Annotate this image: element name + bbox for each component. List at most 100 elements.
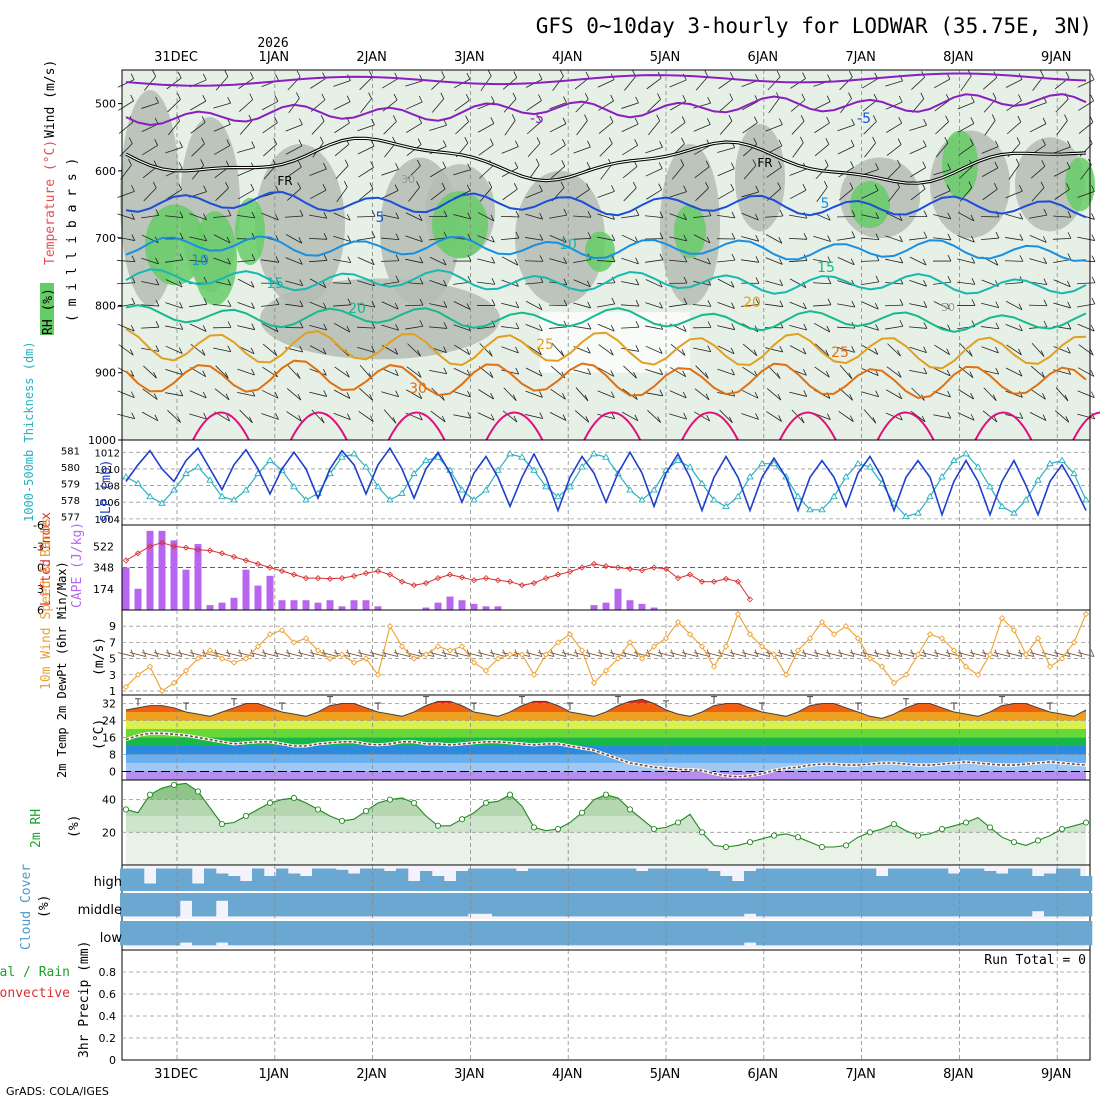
wind-barb — [527, 143, 541, 158]
wind-barb-flag — [849, 182, 854, 189]
precip-ylabel: 3hr Precip (mm) — [77, 941, 92, 1058]
wind10m-point — [638, 655, 646, 662]
wind-barb-flag — [826, 371, 830, 378]
wind-barb-flag — [875, 233, 880, 240]
wind-barb-flag — [1042, 236, 1047, 243]
wind10m-barb — [861, 652, 879, 657]
isotherm-label: -5 — [857, 111, 871, 127]
wind-barb — [479, 343, 493, 357]
wind-barb-flag — [178, 347, 183, 354]
wind-barb-flag — [682, 391, 687, 399]
cloud-block — [792, 868, 805, 891]
thickness-point — [974, 463, 982, 470]
wind-barb-flag — [464, 136, 469, 144]
wind-barb — [333, 412, 351, 421]
wind-barb-flag — [731, 323, 736, 330]
wind-barb — [311, 409, 325, 424]
cloud-block — [324, 921, 337, 946]
thickness-point — [338, 453, 346, 460]
rh-blob — [735, 123, 785, 232]
wind-barb — [213, 234, 231, 244]
wind-barb-flag — [947, 390, 951, 398]
wind-barb — [980, 237, 1000, 241]
thickness-point — [698, 479, 706, 486]
wind10m-point — [650, 643, 658, 650]
wind-barb — [959, 165, 973, 179]
wind-barb — [645, 215, 663, 218]
lifted-index-point — [494, 577, 502, 584]
wind-barb-flag — [755, 185, 760, 193]
wind-barb-flag — [873, 93, 878, 101]
wind-barb-flag — [298, 139, 303, 147]
wind-barb-flag — [371, 346, 376, 353]
cloud-block — [204, 868, 217, 891]
wind-barb — [886, 389, 902, 400]
wind-barb-flag — [440, 92, 445, 99]
wind10m-point — [686, 631, 694, 638]
wind-barb — [860, 260, 880, 262]
wind-barb — [863, 121, 877, 135]
cloud-block — [252, 893, 265, 917]
rh2m-point — [218, 821, 226, 828]
wind-barb — [812, 304, 832, 307]
top-day-label: 5JAN — [650, 50, 681, 65]
cloud-block — [720, 876, 733, 891]
wind-barb-flag — [969, 138, 974, 145]
thickness-point — [482, 486, 490, 493]
thickness-point — [374, 482, 382, 490]
wind-barb-flag — [1043, 208, 1048, 216]
thickness-point — [158, 499, 166, 506]
cloud-block — [312, 921, 325, 946]
cloud-block — [240, 921, 253, 946]
wind10m-point — [122, 683, 130, 691]
wind-barb-flag — [442, 161, 447, 168]
cloud-block — [816, 893, 829, 917]
wind-barb — [645, 146, 663, 154]
wind-barb — [239, 99, 253, 112]
wind-barb — [357, 346, 375, 353]
isotherm-label: 10 — [559, 237, 577, 253]
wind-barb — [718, 189, 734, 200]
wind10m-point — [446, 647, 454, 654]
wind-barb — [743, 165, 757, 180]
wind-barb — [622, 144, 638, 156]
wind-barb-flag — [298, 258, 303, 265]
cape-bar — [194, 544, 202, 610]
wind-barb — [380, 237, 400, 241]
rh2m-point — [482, 799, 490, 806]
wind-barb — [597, 323, 615, 332]
wind-barb-flag — [947, 163, 951, 170]
wind-barb — [645, 279, 663, 288]
cloud-block — [384, 921, 397, 946]
rh-dry-region — [540, 312, 690, 373]
freezing-line-inner — [125, 137, 1087, 184]
wind-barb-flag — [635, 209, 640, 216]
wind-barb-flag — [322, 281, 327, 288]
wind-barb-flag — [394, 184, 399, 191]
wind-barb-flag — [200, 159, 205, 166]
wind-barb-flag — [1091, 185, 1095, 192]
wind-barb-flag — [659, 232, 664, 239]
wind10m-barb — [609, 652, 627, 657]
wind-barb — [1054, 189, 1070, 200]
wind-barb-flag — [1018, 303, 1023, 310]
wind-barb-flag — [850, 415, 854, 422]
wind10m-barb — [813, 652, 831, 657]
wind-barb-flag — [1042, 138, 1046, 146]
wind-barb-flag — [178, 162, 183, 169]
temperature-band — [126, 763, 1086, 772]
wind-barb — [909, 369, 927, 375]
cloud-block — [972, 893, 985, 917]
wind-barb-flag — [490, 214, 495, 222]
wind-barb — [621, 281, 639, 286]
wind-barb — [525, 237, 543, 241]
wind-barb — [693, 215, 711, 218]
wind10m-point — [506, 651, 514, 658]
wind-barb — [933, 190, 951, 199]
rh-contour-label: 30 — [401, 173, 415, 186]
wind10m-barb — [345, 652, 363, 657]
wind-barb-flag — [970, 414, 975, 421]
wind10m-barb — [681, 652, 699, 657]
wind-barb — [308, 260, 328, 263]
wind-barb-flag — [295, 92, 300, 99]
